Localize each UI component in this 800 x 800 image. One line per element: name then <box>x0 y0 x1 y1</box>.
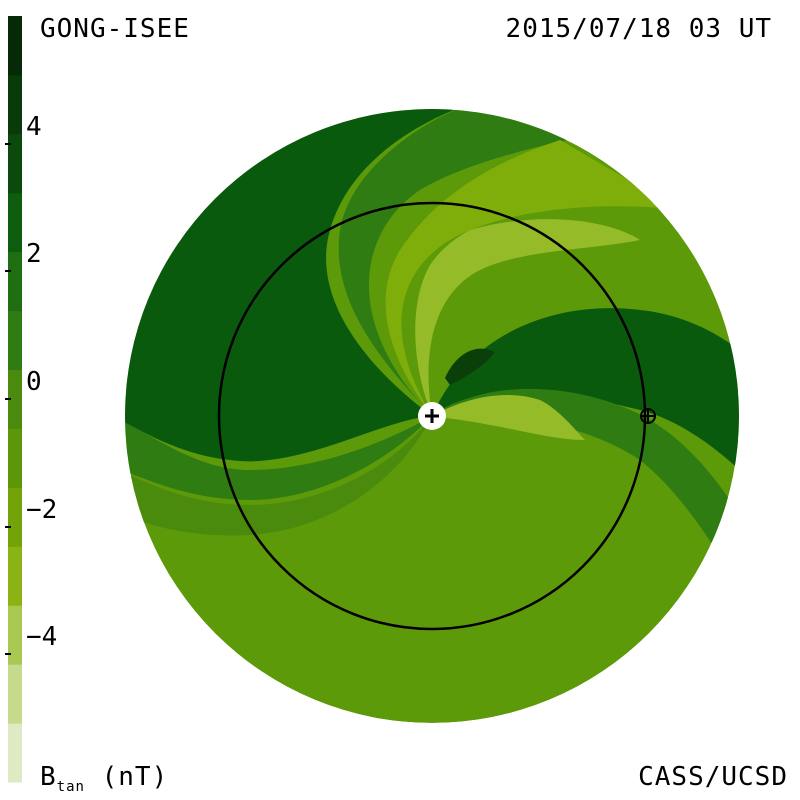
colorbar-segment <box>8 251 22 312</box>
source-label: GONG-ISEE <box>40 14 190 44</box>
colorbar <box>8 16 22 783</box>
unit-main: B <box>40 762 57 792</box>
lower-left-olive-band <box>125 416 432 536</box>
colorbar-tick-mark <box>5 142 11 145</box>
colorbar-segment <box>8 428 22 488</box>
right-mid-band <box>432 388 739 600</box>
colorbar-tick-label: −4 <box>26 622 58 653</box>
colorbar-segment <box>8 487 22 547</box>
plus-icon <box>425 409 439 423</box>
colorbar-segment <box>8 723 22 783</box>
sun-marker <box>418 402 446 430</box>
colorbar-segment <box>8 16 22 76</box>
colorbar-tick-label: 0 <box>26 367 42 397</box>
colorbar-segment <box>8 310 22 371</box>
earth-symbol-icon <box>640 408 656 424</box>
colorbar-tick-mark <box>5 398 11 400</box>
colorbar-tick-label: −2 <box>26 494 58 525</box>
credit-label: CASS/UCSD <box>638 762 788 792</box>
colorbar-segment <box>8 664 22 724</box>
colorbar-tick-mark <box>5 270 11 273</box>
unit-sub: tan <box>56 779 85 796</box>
colorbar-tick-label: 2 <box>26 239 42 270</box>
colorbar-segment <box>8 133 22 194</box>
colorbar-tick-label: 4 <box>26 111 42 142</box>
lower-left-mid-band <box>125 416 432 500</box>
upper-pale-band <box>415 219 640 416</box>
colorbar-segment <box>8 74 22 135</box>
colorbar-segment <box>8 192 22 253</box>
datetime-label: 2015/07/18 03 UT <box>505 14 772 44</box>
unit-tail: (nT) <box>84 762 169 792</box>
colorbar-tick-mark <box>5 525 11 528</box>
upper-light-sector <box>385 140 680 416</box>
center-pale-tongue <box>432 395 585 440</box>
colorbar-unit-label: Btan (nT) <box>40 762 168 795</box>
colorbar-segment <box>8 605 22 665</box>
center-dark-spot <box>445 348 495 385</box>
upper-mid-band <box>338 109 620 416</box>
colorbar-segment <box>8 546 22 606</box>
right-dark-sector <box>432 308 739 480</box>
colorbar-tick-mark <box>5 653 11 656</box>
colorbar-segment <box>8 369 22 429</box>
